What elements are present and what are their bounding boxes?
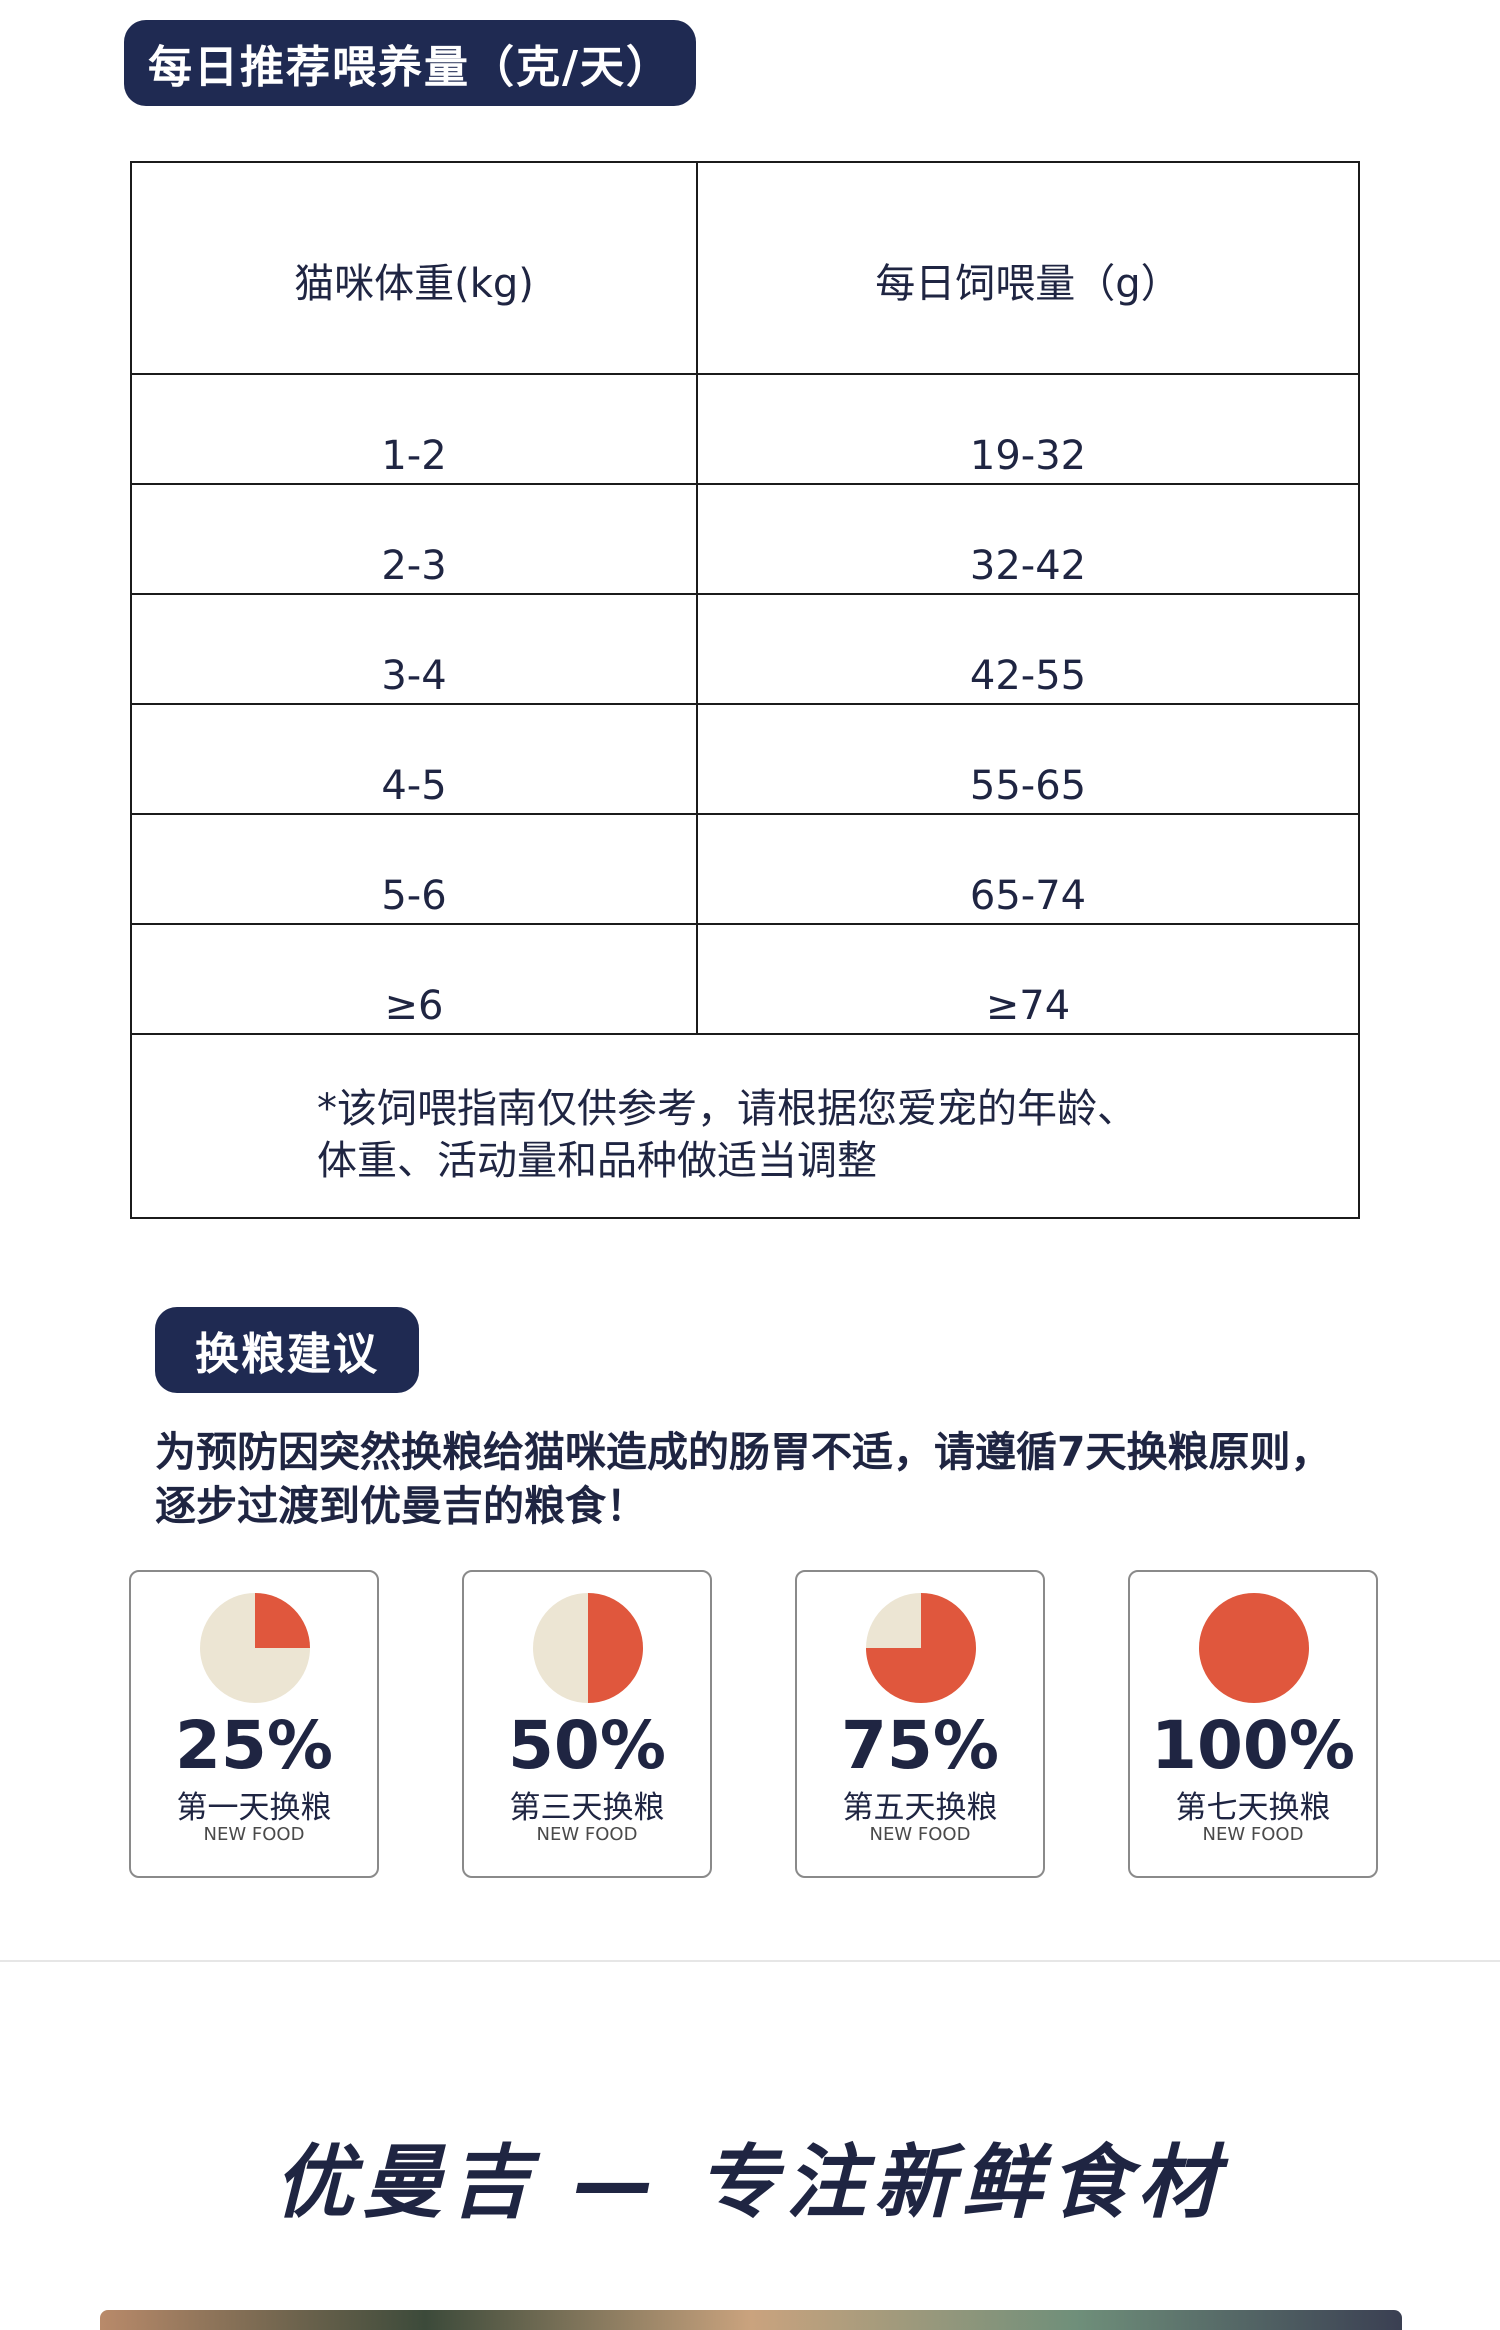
stage-day: 第三天换粮 xyxy=(509,1790,665,1826)
stage-day: 第一天换粮 xyxy=(176,1790,332,1826)
amount-cell: 42-55 xyxy=(696,593,1360,705)
table-row: 2-3 32-42 xyxy=(130,483,1360,595)
pie-chart-icon xyxy=(533,1593,643,1703)
header-daily-amount: 每日饲喂量（g） xyxy=(696,161,1360,375)
table-row: 4-5 55-65 xyxy=(130,703,1360,815)
feeding-note-line2: 体重、活动量和品种做适当调整 xyxy=(317,1138,877,1184)
switching-section-title: 换粮建议 xyxy=(155,1307,419,1393)
weight-cell: 5-6 xyxy=(130,813,698,925)
stage-subtitle: NEW FOOD xyxy=(203,1824,305,1845)
stage-day: 第五天换粮 xyxy=(842,1790,998,1826)
header-weight: 猫咪体重(kg) xyxy=(130,161,698,375)
feeding-note-line1: *该饲喂指南仅供参考，请根据您爱宠的年龄、 xyxy=(317,1086,1137,1132)
feeding-section-title: 每日推荐喂养量（克/天） xyxy=(124,20,696,106)
stage-percent: 75% xyxy=(841,1707,999,1784)
new-food-slice xyxy=(866,1593,976,1703)
weight-cell: ≥6 xyxy=(130,923,698,1035)
table-row: 5-6 65-74 xyxy=(130,813,1360,925)
table-row: ≥6 ≥74 xyxy=(130,923,1360,1035)
pie-chart-icon xyxy=(866,1593,976,1703)
weight-cell: 4-5 xyxy=(130,703,698,815)
table-row: 3-4 42-55 xyxy=(130,593,1360,705)
stage-subtitle: NEW FOOD xyxy=(1202,1824,1304,1845)
amount-cell: 19-32 xyxy=(696,373,1360,485)
stage-card-day7: 100% 第七天换粮 NEW FOOD xyxy=(1128,1570,1378,1878)
pie-chart-icon xyxy=(1199,1593,1309,1703)
amount-cell: ≥74 xyxy=(696,923,1360,1035)
stage-subtitle: NEW FOOD xyxy=(869,1824,971,1845)
table-row: 1-2 19-32 xyxy=(130,373,1360,485)
stage-card-day5: 75% 第五天换粮 NEW FOOD xyxy=(795,1570,1045,1878)
stage-card-day3: 50% 第三天换粮 NEW FOOD xyxy=(462,1570,712,1878)
new-food-slice xyxy=(255,1593,310,1648)
stage-day: 第七天换粮 xyxy=(1175,1790,1331,1826)
product-image-strip xyxy=(100,2310,1402,2330)
feeding-table: 猫咪体重(kg) 每日饲喂量（g） 1-2 19-32 2-3 32-42 3-… xyxy=(130,161,1360,1219)
switching-intro-line1: 为预防因突然换粮给猫咪造成的肠胃不适，请遵循7天换粮原则， xyxy=(155,1428,1332,1476)
amount-cell: 32-42 xyxy=(696,483,1360,595)
feeding-title-text: 每日推荐喂养量（克/天） xyxy=(147,42,673,93)
switching-intro-line2: 逐步过渡到优曼吉的粮食！ xyxy=(155,1482,647,1530)
stage-percent: 50% xyxy=(508,1707,666,1784)
stage-percent: 25% xyxy=(175,1707,333,1784)
table-header-row: 猫咪体重(kg) 每日饲喂量（g） xyxy=(130,161,1360,375)
switching-title-text: 换粮建议 xyxy=(195,1329,379,1380)
feeding-note: *该饲喂指南仅供参考，请根据您爱宠的年龄、 体重、活动量和品种做适当调整 xyxy=(130,1033,1360,1219)
brand-slogan: 优曼吉 — 专注新鲜食材 xyxy=(274,2136,1226,2229)
amount-cell: 55-65 xyxy=(696,703,1360,815)
new-food-slice xyxy=(588,1593,643,1703)
amount-cell: 65-74 xyxy=(696,813,1360,925)
weight-cell: 2-3 xyxy=(130,483,698,595)
table-note-row: *该饲喂指南仅供参考，请根据您爱宠的年龄、 体重、活动量和品种做适当调整 xyxy=(130,1033,1360,1219)
weight-cell: 3-4 xyxy=(130,593,698,705)
weight-cell: 1-2 xyxy=(130,373,698,485)
stage-card-day1: 25% 第一天换粮 NEW FOOD xyxy=(129,1570,379,1878)
pie-chart-icon xyxy=(200,1593,310,1703)
switching-intro: 为预防因突然换粮给猫咪造成的肠胃不适，请遵循7天换粮原则， 逐步过渡到优曼吉的粮… xyxy=(155,1425,1435,1533)
new-food-slice xyxy=(1199,1593,1309,1703)
stage-subtitle: NEW FOOD xyxy=(536,1824,638,1845)
section-divider xyxy=(0,1960,1500,1962)
stage-percent: 100% xyxy=(1151,1707,1355,1784)
